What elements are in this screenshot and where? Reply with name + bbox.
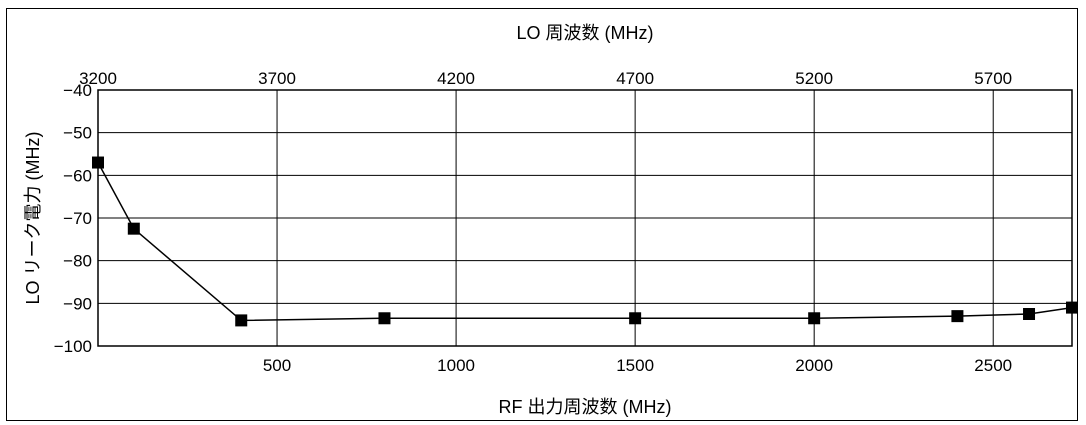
y-tick-label: −70 <box>63 209 92 228</box>
data-point-marker <box>808 312 821 325</box>
series-line <box>97 162 1073 322</box>
y-tick-label: −40 <box>63 81 92 100</box>
series-layer <box>97 162 1073 322</box>
grid <box>98 89 1072 347</box>
top-x-tick-label: 3700 <box>258 69 296 88</box>
top-x-tick-label: 4700 <box>616 69 654 88</box>
top-axis-title: LO 周波数 (MHz) <box>517 23 654 43</box>
data-point-marker <box>1023 308 1036 320</box>
plot-area <box>97 89 1073 347</box>
marker-layer <box>92 156 1078 327</box>
y-tick-label: −90 <box>63 294 92 313</box>
x-tick-label: 1000 <box>437 356 475 375</box>
data-point-marker <box>92 156 104 169</box>
top-x-tick-label: 3200 <box>79 69 117 88</box>
x-axis-title: RF 出力周波数 (MHz) <box>499 397 672 417</box>
y-tick-label: −100 <box>54 337 92 356</box>
chart-frame: LO 周波数 (MHz) RF 出力周波数 (MHz) LO リーク電力 (MH… <box>6 8 1078 421</box>
data-point-marker <box>629 312 642 325</box>
data-point-marker <box>127 222 140 235</box>
x-tick-label: 1500 <box>616 356 654 375</box>
data-point-marker <box>1066 301 1078 314</box>
top-x-tick-label: 4200 <box>437 69 475 88</box>
label-layer: LO 周波数 (MHz) RF 出力周波数 (MHz) LO リーク電力 (MH… <box>23 23 1012 417</box>
y-tick-label: −80 <box>63 252 92 271</box>
x-tick-label: 2500 <box>974 356 1012 375</box>
data-point-marker <box>378 312 391 325</box>
y-axis-title: LO リーク電力 (MHz) <box>23 132 43 305</box>
x-tick-label: 2000 <box>795 356 833 375</box>
top-x-tick-label: 5700 <box>974 69 1012 88</box>
x-tick-label: 500 <box>263 356 291 375</box>
data-point-marker <box>951 310 964 323</box>
line-chart: LO 周波数 (MHz) RF 出力周波数 (MHz) LO リーク電力 (MH… <box>23 23 1078 417</box>
y-tick-label: −60 <box>63 166 92 185</box>
top-x-tick-label: 5200 <box>795 69 833 88</box>
y-tick-label: −50 <box>63 124 92 143</box>
data-point-marker <box>235 314 248 327</box>
